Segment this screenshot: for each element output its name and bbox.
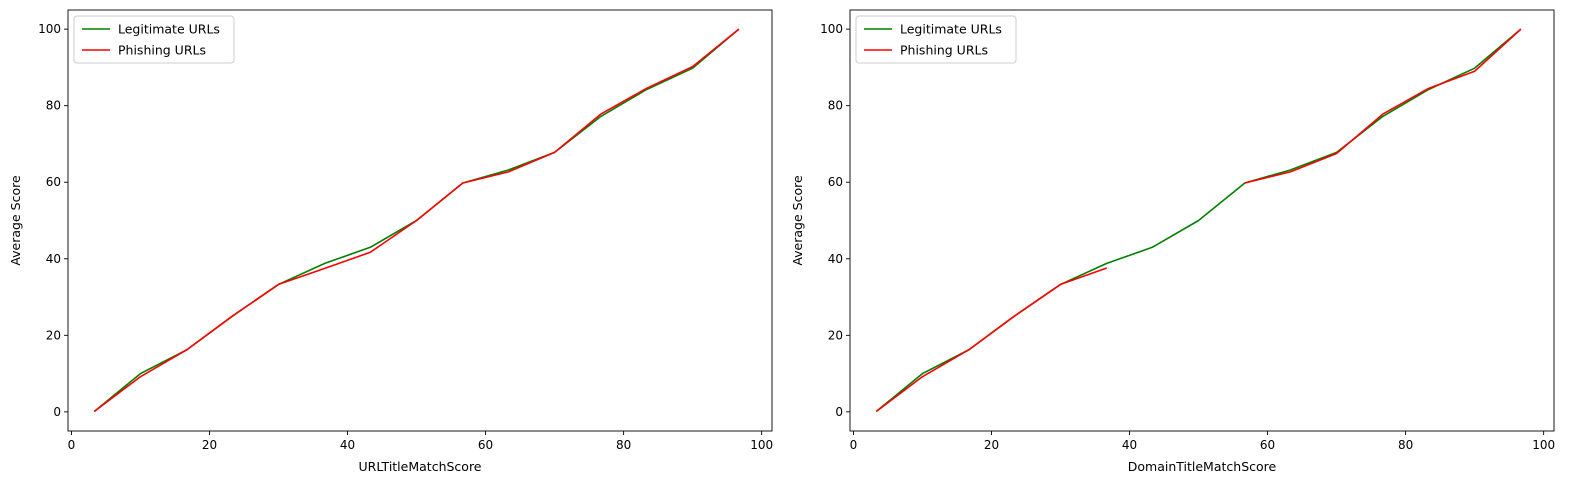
plot-frame: [67, 9, 773, 432]
y-tick-label: 20: [828, 328, 843, 342]
y-tick-label: 60: [46, 175, 61, 189]
y-tick-label: 100: [38, 22, 61, 36]
series-line-legitimate: [875, 28, 1522, 413]
x-tick-label: 20: [984, 438, 999, 452]
x-tick-label: 80: [616, 438, 631, 452]
y-tick-label: 0: [53, 405, 61, 419]
x-tick-label: 0: [68, 438, 76, 452]
x-tick-label: 80: [1398, 438, 1413, 452]
y-tick-label: 80: [46, 99, 61, 113]
y-tick-label: 40: [828, 252, 843, 266]
legend-entry-label: Legitimate URLs: [118, 22, 220, 37]
series-line-phishing: [93, 28, 740, 413]
x-tick-label: 40: [340, 438, 355, 452]
legend-entry-label: Legitimate URLs: [900, 22, 1002, 37]
x-tick-label: 100: [750, 438, 773, 452]
legend: Legitimate URLs Phishing URLs: [73, 15, 235, 64]
y-tick-label: 40: [46, 252, 61, 266]
x-tick-label: 60: [1260, 438, 1275, 452]
series-line-phishing-segment-2: [1244, 28, 1522, 184]
x-tick-label: 0: [850, 438, 858, 452]
series-line-phishing-segment-1: [875, 267, 1108, 413]
x-tick-label: 100: [1532, 438, 1555, 452]
legend-box: [73, 15, 235, 64]
y-tick-label: 60: [828, 175, 843, 189]
chart-panel-1: 0 20 40 60 80 100 0 20 40 60 80 100 URLTitleMatchSco…: [8, 9, 773, 474]
x-axis-label: DomainTitleMatchScore: [1128, 459, 1277, 474]
legend-box: [855, 15, 1017, 64]
chart-panel-2: 0 20 40 60 80 100 0 20 40 60 80 100 DomainTitleMatch…: [790, 9, 1555, 474]
x-tick-label: 60: [478, 438, 493, 452]
x-tick-label: 20: [202, 438, 217, 452]
legend: Legitimate URLs Phishing URLs: [855, 15, 1017, 64]
y-tick-label: 0: [835, 405, 843, 419]
x-axis-label: URLTitleMatchScore: [358, 459, 481, 474]
y-tick-label: 80: [828, 99, 843, 113]
y-axis-label: Average Score: [8, 175, 23, 266]
legend-entry-label: Phishing URLs: [900, 43, 988, 58]
plot-frame: [849, 9, 1555, 432]
y-tick-label: 20: [46, 328, 61, 342]
y-axis-label: Average Score: [790, 175, 805, 266]
x-tick-label: 40: [1122, 438, 1137, 452]
legend-entry-label: Phishing URLs: [118, 43, 206, 58]
y-tick-label: 100: [820, 22, 843, 36]
